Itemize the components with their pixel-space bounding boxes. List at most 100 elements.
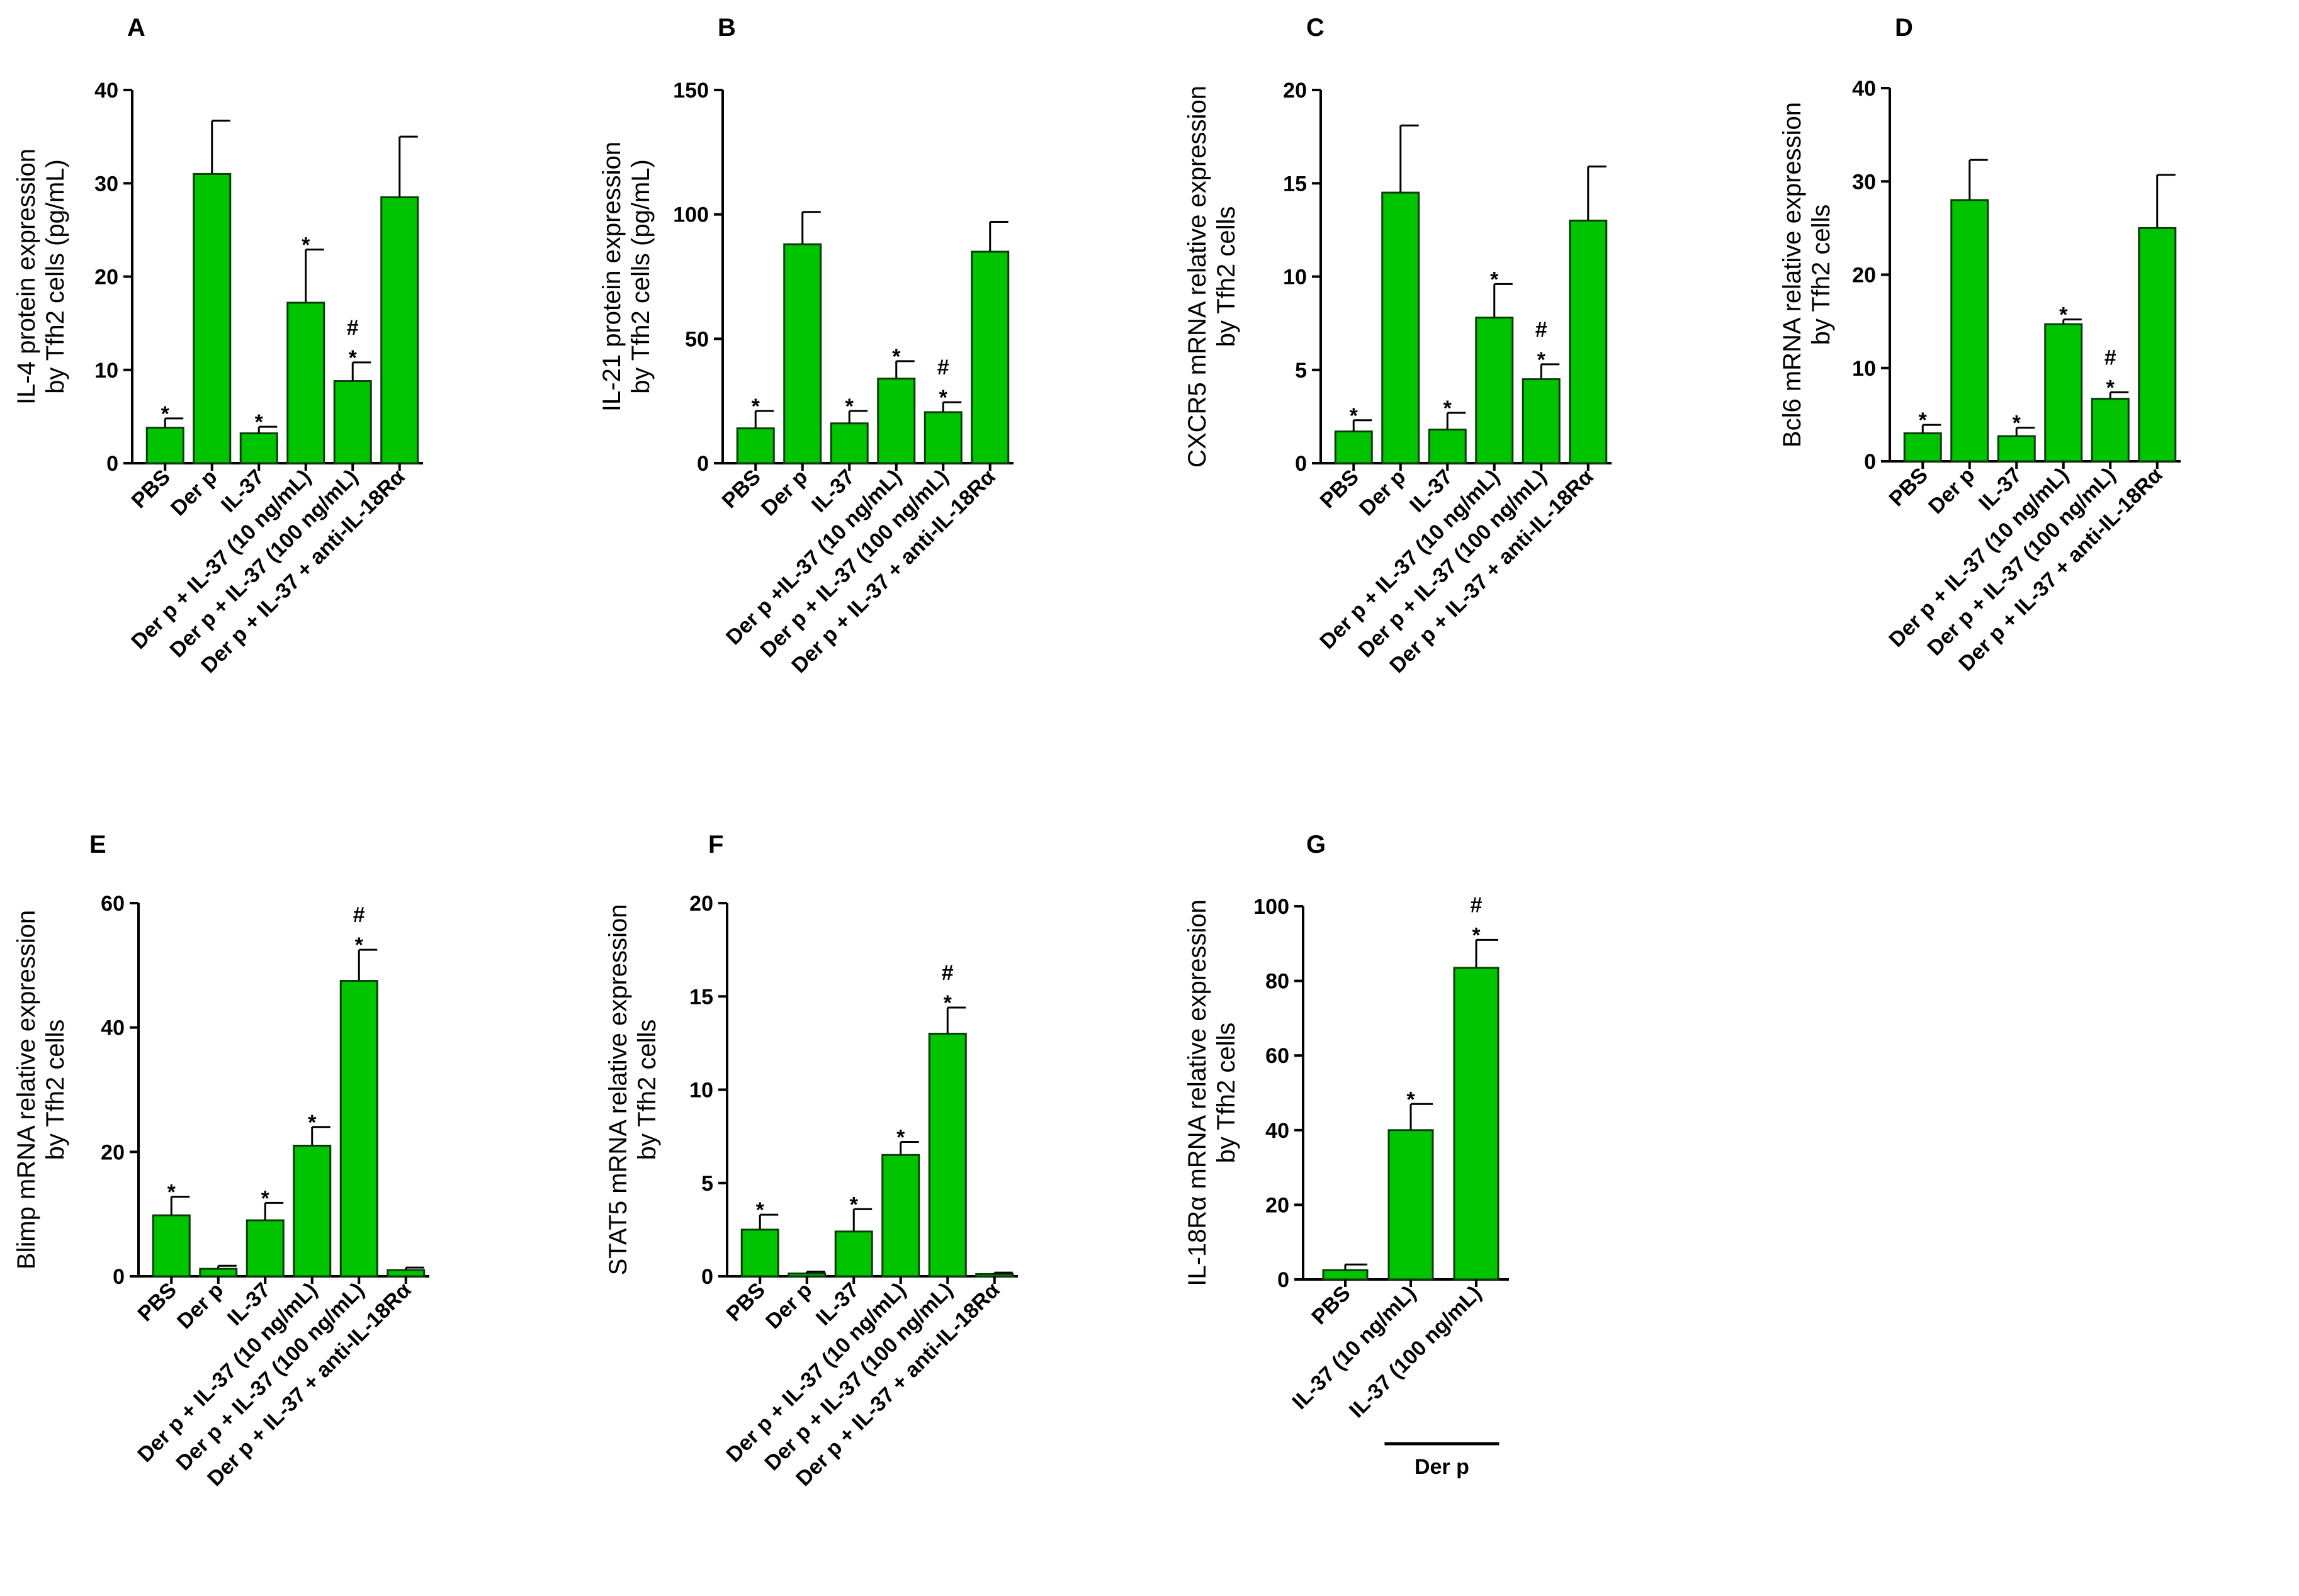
x-tick-label: Der p xyxy=(757,465,812,520)
y-axis-label: by Tfh2 cells xyxy=(1212,1023,1240,1164)
bar xyxy=(293,1144,332,1278)
significance-star: * xyxy=(2106,376,2115,400)
significance-star: * xyxy=(2059,303,2068,327)
significance-star: * xyxy=(302,233,310,257)
y-tick-label: 10 xyxy=(1852,357,1876,381)
bar xyxy=(152,1214,191,1278)
panel-letter: D xyxy=(1895,14,1913,42)
bar xyxy=(1334,430,1373,464)
y-tick-label: 40 xyxy=(1852,77,1876,101)
x-tick-label: Der p xyxy=(172,1278,228,1334)
bar xyxy=(1475,317,1514,464)
bar xyxy=(1522,378,1561,464)
significance-star: * xyxy=(892,345,901,369)
y-tick-label: 0 xyxy=(106,452,118,476)
bar xyxy=(975,1273,1014,1278)
bar xyxy=(971,250,1010,464)
bar xyxy=(1950,199,1989,463)
bar xyxy=(1453,967,1500,1281)
panel-B: B IL-21 protein expression by Tfh2 cells (… xyxy=(598,14,1014,678)
bar xyxy=(193,172,232,464)
x-tick-label: IL-37 (10 ng/mL) xyxy=(1287,1281,1420,1414)
bar xyxy=(834,1230,873,1278)
bar xyxy=(928,1033,967,1278)
significance-hash: # xyxy=(1471,893,1483,917)
bar xyxy=(387,1269,426,1278)
y-tick-label: 100 xyxy=(1253,895,1289,919)
y-tick-label: 0 xyxy=(113,1265,125,1289)
y-axis-label: IL-4 protein expression xyxy=(13,149,40,405)
significance-star: * xyxy=(355,933,364,957)
y-tick-label: 80 xyxy=(1265,970,1289,994)
y-tick-label: 15 xyxy=(689,985,713,1009)
y-tick-label: 0 xyxy=(701,1265,713,1289)
significance-star: * xyxy=(939,386,948,410)
y-axis-label: by Tfh2 cells xyxy=(633,1020,661,1160)
panel-F: F STAT5 mRNA relative expression by Tfh2 c… xyxy=(604,831,1018,1491)
y-tick-label: 15 xyxy=(1283,172,1307,196)
bar xyxy=(788,1273,827,1278)
y-tick-label: 10 xyxy=(1283,266,1307,289)
bar xyxy=(239,432,278,464)
bar xyxy=(2091,398,2130,463)
significance-star: * xyxy=(1490,267,1499,291)
x-tick-label: PBS xyxy=(1307,1281,1355,1329)
y-axis-label: CXCR5 mRNA relative expression xyxy=(1183,86,1211,468)
bar xyxy=(877,378,916,464)
panel-G: G IL-18Rα mRNA relative expression by Tfh2… xyxy=(1183,831,1509,1479)
panel-letter: G xyxy=(1306,831,1326,858)
significance-star: * xyxy=(896,1126,905,1150)
y-tick-label: 50 xyxy=(685,327,709,351)
significance-hash: # xyxy=(942,961,954,985)
y-tick-label: 0 xyxy=(1864,450,1876,474)
y-axis-label: Bcl6 mRNA relative expression xyxy=(1778,102,1806,447)
y-axis-label: by Tfh2 cells (pg/mL) xyxy=(627,159,655,394)
y-tick-label: 100 xyxy=(673,203,709,227)
bar xyxy=(924,411,963,464)
significance-star: * xyxy=(349,346,358,370)
significance-star: * xyxy=(845,395,854,419)
y-tick-label: 20 xyxy=(101,1140,125,1164)
y-tick-label: 60 xyxy=(101,892,125,916)
y-axis-label: by Tfh2 cells xyxy=(1807,205,1835,346)
panel-letter: C xyxy=(1306,14,1325,42)
y-tick-label: 30 xyxy=(94,172,118,196)
bar xyxy=(1387,1129,1434,1281)
y-axis-label: Blimp mRNA relative expression xyxy=(13,910,40,1269)
y-axis-label: STAT5 mRNA relative expression xyxy=(604,904,632,1276)
panel-letter: A xyxy=(127,14,145,42)
y-tick-label: 40 xyxy=(1265,1119,1289,1143)
bar xyxy=(286,301,325,464)
significance-star: * xyxy=(255,410,264,434)
significance-star: * xyxy=(1406,1087,1415,1111)
bar xyxy=(830,422,869,464)
panel-letter: F xyxy=(708,831,723,858)
significance-star: * xyxy=(756,1198,765,1222)
y-axis-label: IL-21 protein expression xyxy=(598,142,626,412)
significance-hash: # xyxy=(353,903,365,927)
bar xyxy=(881,1154,920,1278)
bar xyxy=(339,980,378,1278)
significance-star: * xyxy=(261,1186,270,1210)
significance-star: * xyxy=(161,402,170,426)
panel-letter: E xyxy=(89,831,106,858)
x-tick-label: Der p xyxy=(1924,463,1979,519)
y-tick-label: 0 xyxy=(1277,1268,1289,1292)
y-tick-label: 10 xyxy=(94,359,118,383)
y-tick-label: 0 xyxy=(1295,452,1307,476)
x-tick-label: Der p xyxy=(166,465,222,520)
y-tick-label: 150 xyxy=(673,79,709,103)
y-axis-label: by Tfh2 cells (pg/mL) xyxy=(42,159,69,394)
y-axis-label: by Tfh2 cells xyxy=(42,1020,69,1160)
bar xyxy=(1903,432,1942,463)
significance-hash: # xyxy=(937,356,949,379)
bar xyxy=(1569,220,1608,464)
significance-star: * xyxy=(1472,923,1481,947)
x-tick-label: Der p xyxy=(1355,465,1410,520)
x-tick-label: Der p xyxy=(761,1278,816,1334)
bar xyxy=(333,380,372,464)
y-tick-label: 20 xyxy=(1283,79,1307,103)
bar xyxy=(2044,323,2083,463)
significance-star: * xyxy=(1443,396,1452,420)
panel-C: C CXCR5 mRNA relative expression by Tfh2 c… xyxy=(1183,14,1612,678)
